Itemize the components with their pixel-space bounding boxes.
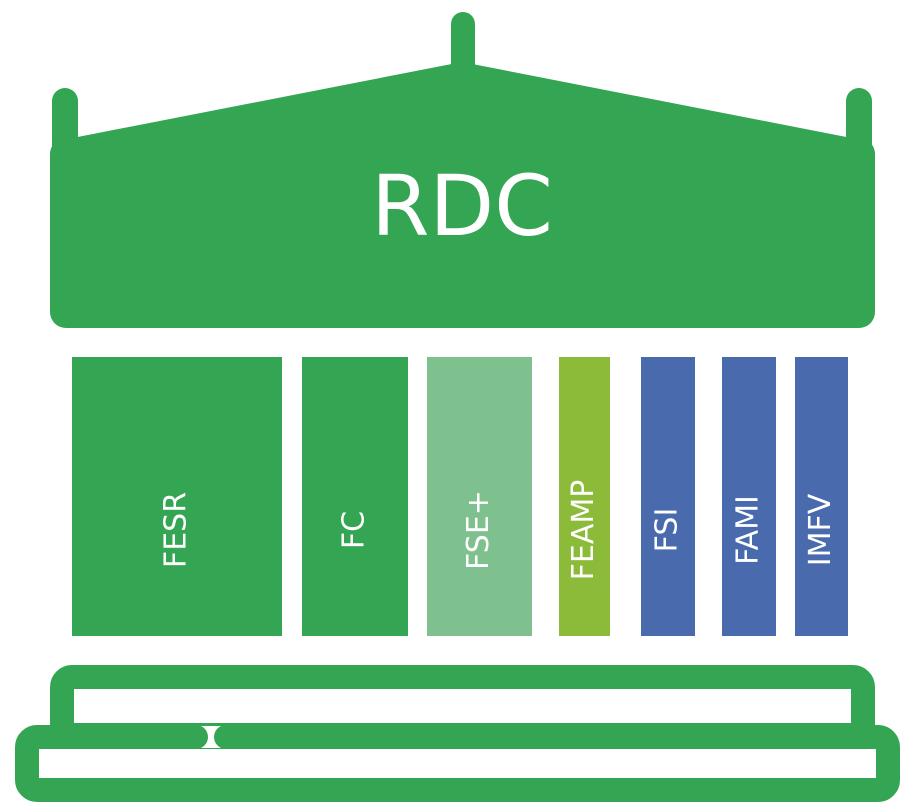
pillar-label: FEAMP — [566, 480, 601, 581]
base-lower — [15, 725, 900, 802]
pillar-label: FSE+ — [461, 490, 496, 570]
pediment — [52, 62, 872, 142]
pillar-label: IMFV — [803, 493, 838, 566]
pillar-label: FC — [337, 511, 372, 549]
base-cap — [214, 725, 238, 749]
pillar-label: FSI — [650, 508, 685, 553]
pillar-label: FESR — [159, 492, 194, 568]
pillar — [722, 357, 776, 636]
base — [15, 665, 900, 802]
entablature — [50, 138, 875, 328]
pillar — [302, 357, 408, 636]
pillar — [641, 357, 695, 636]
roof — [50, 12, 875, 328]
pillar — [427, 357, 532, 636]
pillar — [795, 357, 848, 636]
base-cap — [184, 725, 208, 749]
pillars: FESR FC FSE+ FEAMP FSI FAMI IMFV — [72, 357, 848, 636]
title: RDC — [371, 157, 553, 255]
pillar — [72, 357, 282, 636]
pillar — [559, 357, 610, 636]
pillar-label: FAMI — [731, 495, 766, 565]
